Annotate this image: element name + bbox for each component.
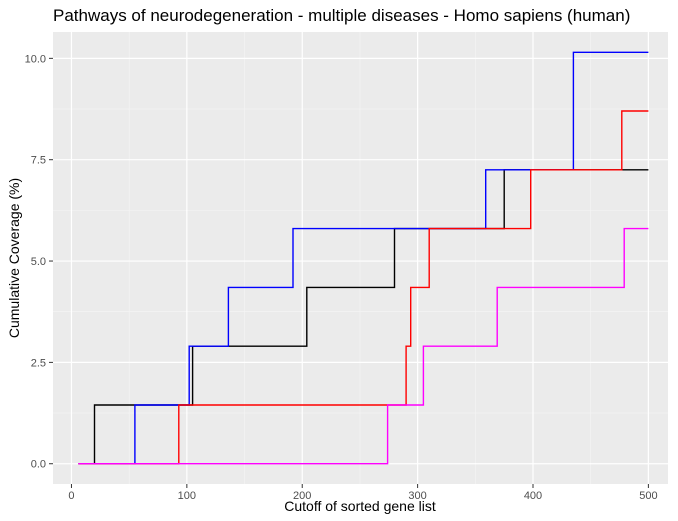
series-line bbox=[78, 227, 649, 465]
y-tick-label: 7.5 bbox=[31, 155, 46, 167]
x-axis: 0 100 200 300 400 500 bbox=[68, 484, 658, 502]
y-axis-title: Cumulative Coverage (%) bbox=[6, 178, 22, 338]
x-tick-label: 400 bbox=[524, 490, 542, 502]
y-tick-label: 0.0 bbox=[31, 459, 46, 471]
x-tick-label: 100 bbox=[178, 490, 196, 502]
x-tick-label: 0 bbox=[68, 490, 74, 502]
minor-gridlines bbox=[53, 32, 668, 484]
y-axis: 0.0 2.5 5.0 7.5 10.0 bbox=[25, 53, 53, 471]
series-layer bbox=[78, 51, 649, 465]
y-tick-label: 2.5 bbox=[31, 357, 46, 369]
x-tick-label: 300 bbox=[408, 490, 426, 502]
chart-title: Pathways of neurodegeneration - multiple… bbox=[53, 6, 630, 25]
x-tick-label: 200 bbox=[293, 490, 311, 502]
y-tick-label: 5.0 bbox=[31, 256, 46, 268]
series-line bbox=[78, 169, 649, 465]
x-tick-label: 500 bbox=[639, 490, 657, 502]
y-tick-label: 10.0 bbox=[25, 53, 46, 65]
plot-panel bbox=[53, 32, 668, 484]
x-axis-title: Cutoff of sorted gene list bbox=[284, 498, 436, 514]
series-line bbox=[78, 110, 649, 465]
